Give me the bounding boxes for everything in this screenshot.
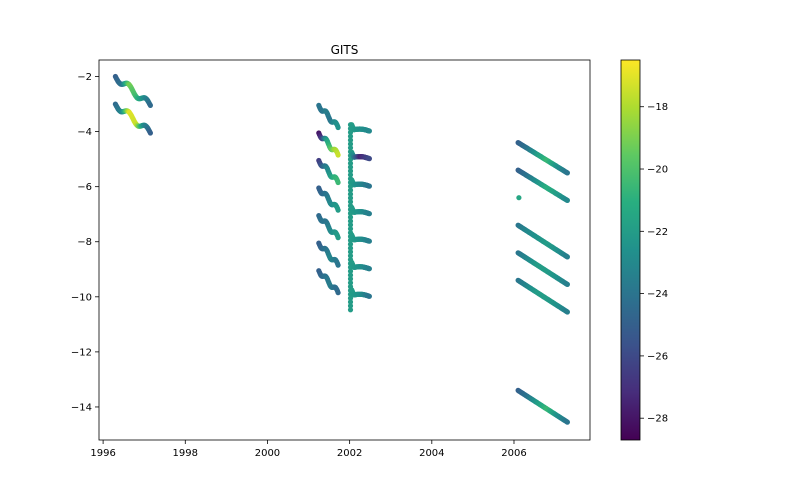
data-point [147,130,153,136]
x-tick-label: 2006 [501,448,526,459]
x-axis: 1996 1998 2000 2002 2004 2006 [90,440,527,459]
data-point [347,226,354,232]
data-point [347,191,354,197]
data-point [564,419,571,425]
data-point [347,280,354,286]
colorbar-tick-label: −24 [647,289,668,300]
data-points [112,73,571,425]
colorbar-tick-label: −22 [647,227,668,238]
data-point [335,262,341,268]
y-tick-label: −12 [71,347,92,358]
data-point [347,307,354,313]
data-point [564,281,571,287]
data-point [366,266,372,272]
data-point [347,137,354,143]
y-tick-label: −2 [77,72,92,83]
data-point [347,187,354,193]
colorbar-tick-label: −20 [647,165,668,176]
data-point [335,152,341,158]
data-point [347,195,354,201]
y-tick-label: −8 [77,237,92,248]
data-point [147,102,153,108]
data-point [347,241,354,247]
data-point [335,290,341,296]
y-axis: −2 −4 −6 −8 −10 −12 −14 [71,72,99,413]
data-point [347,218,354,224]
data-point [347,168,354,174]
data-point [347,172,354,178]
data-point [366,183,372,189]
colorbar: −18 −20 −22 −24 −26 −28 [620,59,668,441]
x-tick-label: 2004 [419,448,444,459]
data-point [347,245,354,251]
chart-title: GITS [331,43,359,57]
x-tick-label: 1998 [173,448,198,459]
data-point [564,170,571,176]
data-point [564,197,571,203]
x-tick-label: 2002 [337,448,362,459]
colorbar-frame [620,59,641,441]
data-point [347,199,354,205]
data-point [366,293,372,299]
y-tick-label: −10 [71,292,92,303]
data-point [564,309,571,315]
data-point [335,124,341,131]
y-tick-label: −6 [77,182,92,193]
colorbar-tick-label: −28 [647,414,668,425]
data-point [347,272,354,278]
data-point [347,141,354,147]
data-point [366,238,372,244]
data-point [335,235,341,241]
data-point [366,156,372,162]
data-point [347,295,354,301]
data-point [347,160,354,166]
data-point [347,214,354,220]
data-point [347,303,354,309]
data-point [347,164,354,170]
colorbar-gradient [621,60,640,440]
data-point [347,222,354,228]
data-point [347,276,354,282]
data-point [335,179,341,186]
x-tick-label: 1996 [90,448,115,459]
data-point [347,133,354,139]
data-point [366,128,372,134]
y-tick-label: −4 [77,127,92,138]
colorbar-tick-label: −18 [647,102,668,113]
data-point [366,211,372,217]
data-point [564,254,571,260]
data-point [347,299,354,305]
data-point [347,249,354,255]
data-point [347,268,354,274]
y-tick-label: −14 [71,402,92,413]
data-point [335,207,341,213]
data-point [347,253,354,259]
data-point [347,145,354,151]
plot-area-frame [98,59,591,441]
data-point [516,195,522,201]
x-tick-label: 2000 [255,448,280,459]
colorbar-tick-label: −26 [647,351,668,362]
